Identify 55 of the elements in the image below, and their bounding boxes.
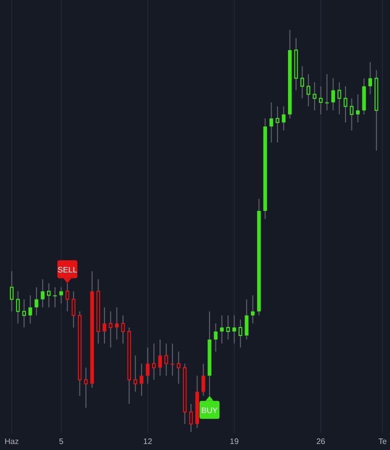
candlestick — [134, 355, 138, 392]
candlestick — [344, 86, 348, 123]
candlestick — [282, 106, 286, 131]
candlestick — [337, 82, 342, 115]
candlestick — [331, 78, 335, 111]
x-tick-label: 19 — [230, 437, 240, 446]
candlestick — [170, 343, 174, 376]
candlestick — [72, 290, 76, 328]
candlestick — [201, 363, 206, 396]
candlestick — [140, 363, 144, 396]
candlestick — [220, 314, 224, 344]
candlestick — [114, 306, 119, 340]
annotation: SELL — [58, 265, 78, 274]
candlestick — [158, 339, 162, 376]
candlestick — [325, 74, 329, 111]
candlestick — [28, 294, 32, 324]
candlestick — [59, 286, 64, 304]
candlestick — [226, 314, 230, 340]
candlestick — [238, 318, 242, 348]
candlestick — [269, 102, 274, 144]
candlestick — [368, 62, 372, 95]
candlestick — [102, 306, 106, 344]
candlestick — [318, 86, 323, 115]
candlestick — [34, 286, 38, 316]
x-tick-label: Te — [378, 437, 388, 446]
candlestick — [350, 98, 354, 131]
candlestick — [250, 294, 255, 324]
candlestick — [40, 278, 44, 308]
x-tick-label: 26 — [316, 437, 326, 446]
candlestick — [214, 322, 218, 352]
candlestick — [121, 314, 125, 344]
candlestick — [276, 106, 280, 144]
x-tick-label: 12 — [143, 437, 153, 446]
candlestick — [108, 310, 112, 348]
candlestick — [16, 290, 20, 324]
candlestick — [152, 343, 156, 380]
candlestick — [84, 367, 88, 408]
candlestick — [356, 94, 360, 123]
candlestick — [146, 347, 150, 384]
candlestick — [176, 351, 180, 384]
candlestick — [189, 403, 193, 432]
candlestick — [312, 82, 316, 111]
annotation: BUY — [201, 406, 218, 415]
x-tick-label: Haz — [4, 437, 19, 446]
candlestick — [10, 270, 14, 312]
x-tick-label: 5 — [58, 437, 64, 446]
candlestick — [22, 298, 26, 328]
candlestick — [244, 298, 248, 340]
candlestick — [46, 282, 51, 308]
candlestick — [300, 66, 304, 99]
candlestick — [66, 282, 70, 312]
candlestick — [232, 314, 236, 344]
candlestick — [53, 286, 57, 308]
candlestick — [164, 343, 168, 376]
candlestick — [306, 74, 310, 107]
